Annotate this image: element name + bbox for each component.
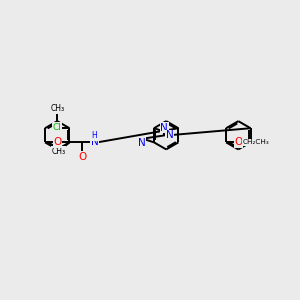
Text: CH₃: CH₃ (50, 104, 64, 113)
Text: O: O (234, 137, 243, 147)
Text: N: N (160, 123, 168, 133)
Text: O: O (53, 137, 62, 147)
Text: CH₃: CH₃ (52, 147, 66, 156)
Text: N: N (166, 130, 174, 140)
Text: N: N (91, 137, 98, 147)
Text: Cl: Cl (53, 123, 62, 132)
Text: N: N (138, 138, 146, 148)
Text: CH₂CH₃: CH₂CH₃ (243, 139, 269, 145)
Text: H: H (92, 131, 98, 140)
Text: O: O (78, 152, 86, 162)
